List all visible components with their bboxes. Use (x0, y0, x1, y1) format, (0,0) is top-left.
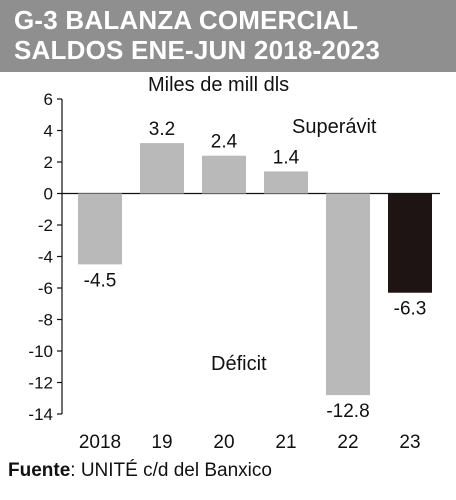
y-tick-label: -12 (28, 374, 53, 393)
y-tick-label: 2 (44, 153, 53, 172)
source-text: : UNITÉ c/d del Banxico (70, 460, 272, 481)
bar-19 (140, 143, 184, 194)
y-tick-label: 4 (44, 122, 53, 141)
x-tick-label: 19 (151, 432, 172, 453)
y-tick-label: -10 (28, 342, 53, 361)
y-axis-unit-label: Miles de mill dls (148, 74, 290, 96)
y-tick-label: -14 (28, 405, 53, 424)
x-tick-label: 2018 (79, 432, 121, 453)
source-label: Fuente (8, 460, 71, 481)
label-layer: -4.5 2018 3.2 19 2.4 20 1.4 21 -12.8 22 -6.3 23 (79, 119, 427, 453)
y-tick-label: 0 (44, 185, 53, 204)
value-label: -6.3 (394, 299, 427, 320)
bar-22 (326, 193, 370, 396)
y-tick-label: -8 (38, 311, 53, 330)
x-tick-label: 20 (213, 432, 234, 453)
x-tick-label: 23 (399, 432, 420, 453)
title-banner: G-3 BALANZA COMERCIAL SALDOS ENE-JUN 201… (0, 0, 456, 72)
bar-23 (388, 193, 432, 293)
chart-title-line-1: G-3 BALANZA COMERCIAL (14, 5, 359, 35)
value-label: 2.4 (211, 132, 238, 153)
bar-layer (78, 143, 432, 396)
value-label: 1.4 (273, 147, 300, 168)
y-tick-label: -6 (38, 279, 53, 298)
y-tick-label: 6 (44, 90, 53, 109)
value-label: -12.8 (326, 401, 369, 422)
bar-21 (264, 171, 308, 194)
bar-2018 (78, 193, 122, 265)
x-tick-label: 21 (275, 432, 296, 453)
y-tick-label: -4 (38, 248, 53, 267)
chart-title-line-2: SALDOS ENE-JUN 2018-2023 (14, 35, 381, 65)
deficit-annotation: Déficit (211, 353, 267, 375)
value-label: 3.2 (149, 119, 175, 140)
value-label: -4.5 (84, 270, 117, 291)
bar-20 (202, 155, 246, 194)
y-tick-label: -2 (38, 216, 53, 235)
surplus-annotation: Superávit (292, 116, 377, 138)
axis-layer: 6 4 2 0 -2 -4 -6 -8 -10 -12 -14 (28, 90, 440, 424)
x-tick-label: 22 (337, 432, 358, 453)
source-note: Fuente: UNITÉ c/d del Banxico (8, 460, 272, 482)
